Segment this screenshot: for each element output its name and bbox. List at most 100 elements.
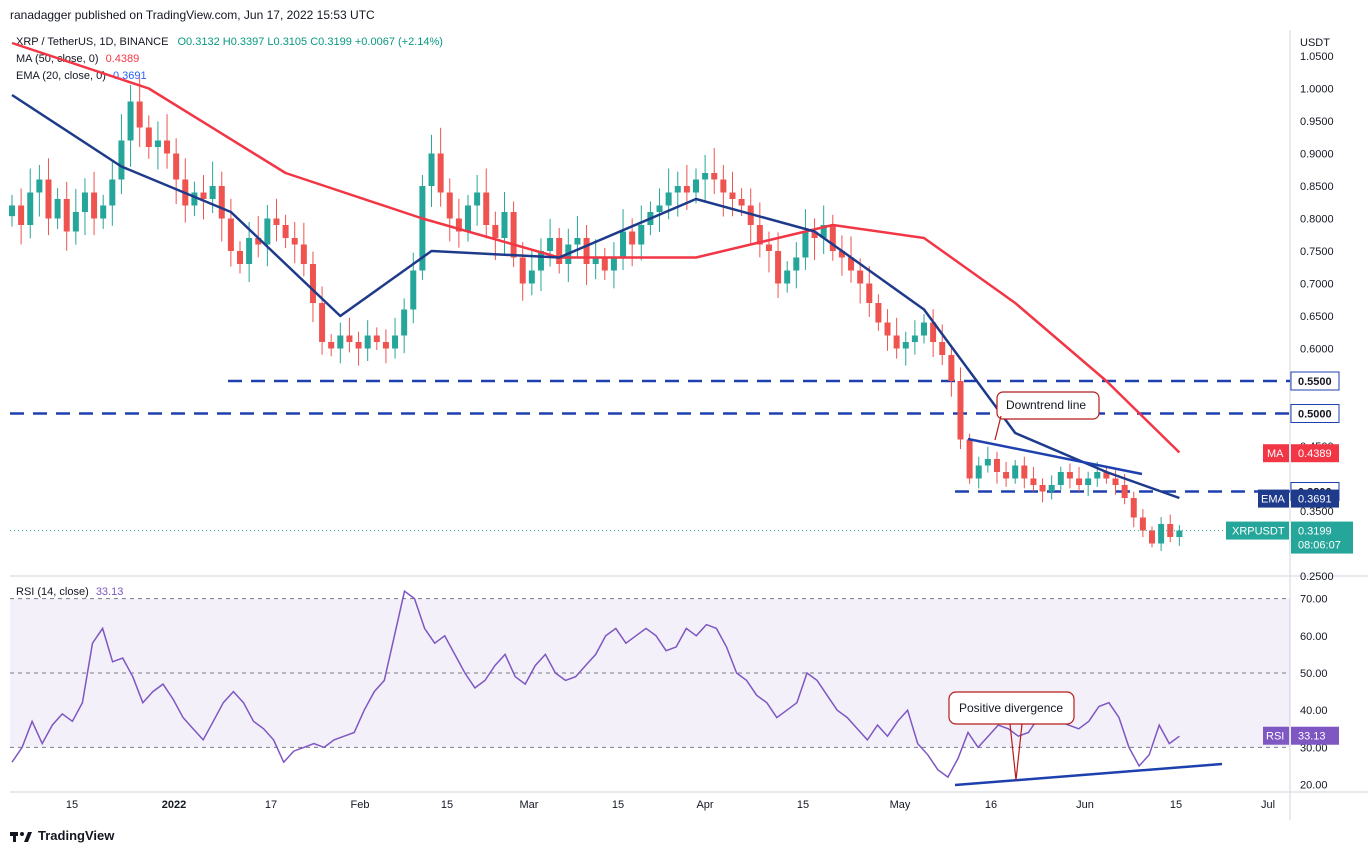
candle-body <box>620 231 627 258</box>
candle-body <box>1003 472 1010 479</box>
ema-tag-name-box <box>1258 489 1289 508</box>
bar-countdown: 08:06:07 <box>1298 540 1341 552</box>
symbol-title[interactable]: XRP / TetherUS, 1D, BINANCE <box>16 36 169 48</box>
time-tick-label: Jun <box>1076 799 1094 811</box>
candle-body <box>820 225 827 238</box>
candle-body <box>1039 485 1046 492</box>
divergence-callout-pointer <box>1009 723 1023 781</box>
time-tick-label: 15 <box>441 799 453 811</box>
currency-label: USDT <box>1300 37 1330 49</box>
candle-body <box>1085 478 1092 485</box>
candle-body <box>838 251 845 258</box>
candle-body <box>300 244 307 264</box>
candle-body <box>209 186 216 199</box>
candle-body <box>902 342 909 349</box>
candle-body <box>893 335 900 349</box>
candle-body <box>246 238 253 264</box>
candle-body <box>793 257 800 271</box>
ma-tag-value: 0.4389 <box>1298 448 1332 460</box>
candle-body <box>319 303 326 342</box>
candle-body <box>756 225 763 245</box>
candle-body <box>164 140 171 154</box>
candle-body <box>200 192 207 199</box>
candle-body <box>711 173 718 180</box>
candle-body <box>693 179 699 193</box>
price-tick-label: 0.3500 <box>1300 506 1334 518</box>
price-tick-label: 0.9500 <box>1300 116 1334 128</box>
candle-body <box>601 257 608 271</box>
level-price-tag-label: 0.5000 <box>1298 409 1332 421</box>
candle-body <box>674 186 681 193</box>
candle-body <box>355 342 362 349</box>
candle-body <box>510 212 517 258</box>
candle-body <box>337 335 344 349</box>
rsi-tick-label: 20.00 <box>1300 780 1328 792</box>
candle-body <box>993 459 1000 472</box>
downtrend-callout-pointer <box>994 415 1002 441</box>
price-tick-label: 1.0500 <box>1300 51 1334 63</box>
symbol-tag-value-box <box>1291 521 1353 554</box>
downtrend-callout-label: Downtrend line <box>1006 398 1086 412</box>
candle-body <box>1076 478 1083 485</box>
candle-body <box>738 199 745 206</box>
candle-body <box>446 192 453 219</box>
candle-body <box>373 335 380 342</box>
candle-body <box>410 270 417 310</box>
candle-body <box>1139 517 1146 531</box>
candle-body <box>282 225 289 238</box>
tradingview-footer[interactable]: TradingView <box>10 828 114 843</box>
ohlc-values: O0.3132 H0.3397 L0.3105 C0.3199 +0.0067 … <box>177 36 443 48</box>
time-tick-label: 16 <box>985 799 997 811</box>
candle-body <box>1030 478 1037 485</box>
time-tick-label: Mar <box>520 799 539 811</box>
rsi-legend-value: 33.13 <box>95 586 124 598</box>
candle-body <box>875 303 882 323</box>
candle-body <box>537 251 544 271</box>
publisher-header: ranadagger published on TradingView.com,… <box>10 8 375 22</box>
candle-body <box>109 179 116 206</box>
candle-body <box>474 192 481 206</box>
candle-body <box>465 205 471 232</box>
level-price-tag <box>1290 371 1340 391</box>
candle-body <box>501 212 508 238</box>
candle-body <box>9 205 15 217</box>
rsi-tag-value: 33.13 <box>1298 731 1326 743</box>
candle-body <box>218 186 225 219</box>
rsi-legend[interactable]: RSI (14, close) 33.13 <box>16 586 123 598</box>
candle-body <box>1048 485 1055 492</box>
candle-body <box>857 270 864 284</box>
candle-body <box>610 257 617 271</box>
divergence-trendline <box>954 762 1223 787</box>
candle-body <box>136 101 143 128</box>
candle-body <box>437 153 444 193</box>
candle-body <box>255 238 262 245</box>
candle-body <box>583 238 590 264</box>
candle-body <box>1112 478 1119 485</box>
candle-body <box>802 231 809 258</box>
ema-tag-value-box <box>1291 489 1339 508</box>
candle-body <box>81 192 88 212</box>
candle-body <box>939 342 946 355</box>
candle-body <box>683 186 690 193</box>
candle-body <box>921 322 927 336</box>
candle-body <box>1130 498 1137 518</box>
candle-body <box>866 283 873 303</box>
price-tick-label: 0.8000 <box>1300 214 1334 226</box>
symbol-tag-name-box <box>1226 521 1289 540</box>
time-tick-label: 15 <box>1170 799 1182 811</box>
candle-body <box>1149 530 1155 544</box>
candle-body <box>930 322 937 342</box>
rsi-tick-label: 60.00 <box>1300 631 1328 643</box>
candle-body <box>1012 465 1019 479</box>
rsi-tag-name: RSI <box>1266 731 1284 743</box>
candle-body <box>191 192 198 206</box>
candle-body <box>547 238 554 251</box>
candle-body <box>1057 472 1064 485</box>
candle-body <box>346 335 353 342</box>
price-tick-label: 1.0000 <box>1300 84 1334 96</box>
downtrend-callout <box>996 391 1100 420</box>
ma-tag-name: MA <box>1267 448 1284 460</box>
divergence-callout-label: Positive divergence <box>959 701 1063 715</box>
price-tick-label: 0.7500 <box>1300 246 1334 258</box>
